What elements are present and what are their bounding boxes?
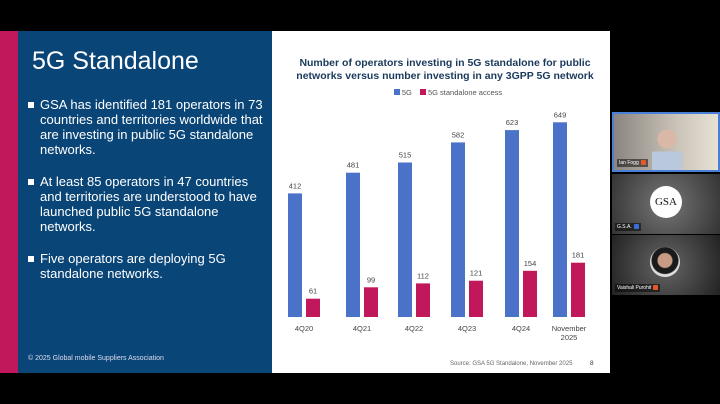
participant-video xyxy=(652,124,682,170)
legend-label: 5G standalone access xyxy=(427,88,503,97)
data-label: 121 xyxy=(470,269,483,278)
data-label: 481 xyxy=(347,161,360,170)
bullet: Five operators are deploying 5G standalo… xyxy=(28,251,268,281)
accent-strip xyxy=(0,31,18,373)
category-label: 4Q22 xyxy=(405,324,423,333)
participant-name: Ian Fogg xyxy=(619,160,639,166)
mic-muted-icon xyxy=(640,160,646,166)
mic-muted-icon xyxy=(653,285,659,291)
bar-standalone xyxy=(523,270,537,317)
legend-label: 5G xyxy=(401,88,412,97)
bullet-list: GSA has identified 181 operators in 73 c… xyxy=(28,97,268,298)
copyright: © 2025 Global mobile Suppliers Associati… xyxy=(28,355,164,362)
mic-icon xyxy=(633,224,639,230)
bar-5g xyxy=(505,130,519,317)
slide-title: 5G Standalone xyxy=(32,47,199,75)
data-label: 154 xyxy=(524,259,537,268)
category-label: 2025 xyxy=(561,333,578,342)
participant-name: G.S.A. xyxy=(617,224,632,230)
data-label: 582 xyxy=(452,130,465,139)
bullet: GSA has identified 181 operators in 73 c… xyxy=(28,97,268,157)
bar-standalone xyxy=(416,283,430,317)
source-note: Source: GSA 5G Standalone, November 2025 xyxy=(450,361,573,367)
data-label: 99 xyxy=(367,275,375,284)
bar-standalone xyxy=(469,280,483,317)
data-label: 112 xyxy=(417,271,429,280)
bar-standalone xyxy=(364,287,378,317)
participant-tile-ian-fogg[interactable]: Ian Fogg xyxy=(612,112,720,172)
data-label: 649 xyxy=(554,110,567,119)
participant-tile-vaishali-purohit[interactable]: Vaishali Purohit xyxy=(612,235,720,295)
participant-name: Vaishali Purohit xyxy=(617,285,652,291)
data-label: 623 xyxy=(506,118,519,127)
data-label: 181 xyxy=(572,251,585,260)
data-label: 61 xyxy=(309,287,317,296)
category-label: 4Q23 xyxy=(458,324,476,333)
bar-chart: 412 61 4Q20 481 99 4Q21 515 112 4Q22 582 121 4Q23 62… xyxy=(288,110,587,342)
page-number: 8 xyxy=(590,360,594,367)
bar-5g xyxy=(451,142,465,317)
bar-5g xyxy=(346,172,360,317)
bullet: At least 85 operators in 47 countries an… xyxy=(28,174,268,234)
chart-title: Number of operators investing in 5G stan… xyxy=(296,57,594,82)
bar-5g xyxy=(398,162,412,317)
data-label: 412 xyxy=(289,181,302,190)
category-label: 4Q24 xyxy=(512,324,530,333)
category-label: 4Q20 xyxy=(295,324,313,333)
chart-legend: 5G 5G standalone access xyxy=(282,88,608,97)
text-panel: 5G Standalone GSA has identified 181 ope… xyxy=(18,31,272,373)
shared-slide: 5G Standalone GSA has identified 181 ope… xyxy=(0,31,610,373)
legend-swatch-5g xyxy=(393,89,400,95)
legend-swatch-sa xyxy=(419,89,426,95)
participant-tile-gsa[interactable]: GSA G.S.A. xyxy=(612,174,720,234)
gsa-logo-avatar: GSA xyxy=(650,186,682,218)
category-label: 4Q21 xyxy=(353,324,371,333)
category-label: November xyxy=(552,324,587,333)
data-label: 515 xyxy=(399,151,412,160)
bar-standalone xyxy=(571,262,585,317)
bar-standalone xyxy=(306,298,320,317)
bar-5g xyxy=(553,122,567,317)
bar-5g xyxy=(288,193,302,317)
avatar xyxy=(650,247,680,277)
